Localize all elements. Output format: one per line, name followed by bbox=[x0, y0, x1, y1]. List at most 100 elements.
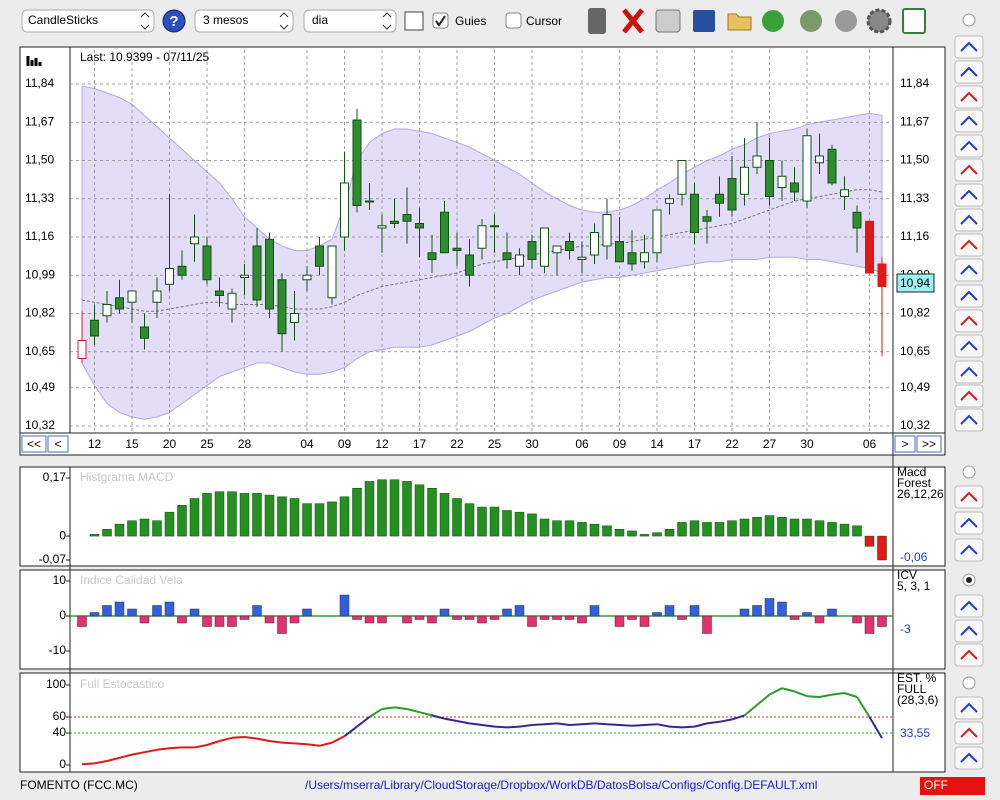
tool-button[interactable] bbox=[954, 538, 984, 562]
euro-icon[interactable] bbox=[835, 10, 857, 32]
macd-bar bbox=[427, 488, 437, 537]
macd-bar bbox=[364, 481, 375, 537]
y-tick-label-right: 11,33 bbox=[900, 191, 929, 205]
macd-bar bbox=[802, 518, 812, 537]
settings-icon[interactable] bbox=[866, 8, 892, 34]
help-button[interactable] bbox=[162, 9, 186, 33]
nav-button[interactable] bbox=[47, 435, 69, 453]
stoch-segment bbox=[231, 736, 245, 739]
save-icon[interactable] bbox=[693, 10, 715, 32]
exchange-icon[interactable] bbox=[800, 10, 822, 32]
stoch-segment bbox=[594, 722, 608, 726]
tool-button[interactable] bbox=[954, 233, 984, 257]
panel-legend: FULL bbox=[897, 682, 927, 696]
macd-bar bbox=[727, 520, 737, 537]
icv-bar bbox=[502, 608, 512, 617]
tool-button[interactable] bbox=[954, 158, 984, 182]
tool-button[interactable] bbox=[954, 643, 984, 667]
guides-checkbox[interactable] bbox=[432, 12, 449, 29]
y-tick-label-right: 10,82 bbox=[900, 306, 930, 320]
tool-button[interactable] bbox=[954, 485, 984, 509]
stoch-segment bbox=[469, 722, 483, 726]
refresh-icon[interactable] bbox=[762, 10, 784, 32]
config-path[interactable]: /Users/mserra/Library/CloudStorage/Dropb… bbox=[305, 778, 817, 792]
icv-bar bbox=[189, 608, 200, 617]
tool-button[interactable] bbox=[954, 208, 984, 232]
open-icon[interactable] bbox=[727, 13, 752, 31]
tool-button[interactable] bbox=[954, 258, 984, 282]
candle-body bbox=[165, 268, 174, 285]
tool-button[interactable] bbox=[954, 309, 984, 333]
status-box[interactable] bbox=[920, 777, 985, 795]
y-tick-label: 11,50 bbox=[25, 153, 54, 167]
y-tick-label: 11,33 bbox=[25, 191, 54, 205]
candle-body bbox=[715, 193, 724, 204]
macd-bar bbox=[327, 501, 337, 537]
tool-button[interactable] bbox=[954, 334, 984, 358]
candle-body bbox=[115, 297, 124, 310]
tool-button[interactable] bbox=[954, 109, 984, 133]
tool-button[interactable] bbox=[954, 35, 984, 59]
stoch-segment bbox=[868, 716, 883, 739]
candle-body bbox=[252, 245, 262, 301]
tool-button[interactable] bbox=[954, 594, 984, 618]
macd-bar bbox=[439, 493, 450, 537]
chart-type-select[interactable] bbox=[21, 9, 155, 33]
stoch-segment bbox=[281, 741, 295, 745]
icv-bar bbox=[664, 605, 675, 617]
cursor-checkbox[interactable] bbox=[505, 12, 522, 29]
stoch-segment bbox=[169, 746, 183, 750]
macd-bar bbox=[339, 496, 350, 537]
tool-button[interactable] bbox=[954, 746, 984, 770]
candle-body bbox=[677, 160, 687, 195]
trash-icon[interactable] bbox=[588, 8, 606, 34]
icv-bar bbox=[227, 615, 237, 627]
calendar-icon[interactable] bbox=[902, 8, 926, 34]
icv-bar bbox=[352, 615, 362, 620]
radio-button[interactable] bbox=[962, 676, 976, 690]
tool-button[interactable] bbox=[954, 619, 984, 643]
tool-button[interactable] bbox=[954, 85, 984, 109]
nav-button[interactable] bbox=[916, 435, 942, 453]
tool-button[interactable] bbox=[954, 384, 984, 408]
nav-button[interactable] bbox=[894, 435, 916, 453]
stoch-segment bbox=[781, 687, 795, 693]
candle-body bbox=[790, 182, 799, 193]
candle-body bbox=[452, 247, 462, 251]
tool-button[interactable] bbox=[954, 360, 984, 384]
current-price: 10,94 bbox=[900, 276, 930, 290]
stoch-segment bbox=[494, 725, 508, 729]
icv-bar bbox=[539, 615, 550, 620]
interval-select[interactable] bbox=[303, 9, 397, 33]
tool-button[interactable] bbox=[954, 721, 984, 745]
stoch-segment bbox=[619, 724, 633, 727]
stoch-segment bbox=[794, 690, 808, 698]
chart-icon[interactable] bbox=[404, 11, 424, 31]
tool-button[interactable] bbox=[954, 183, 984, 207]
tool-button[interactable] bbox=[954, 60, 984, 84]
candle-body bbox=[477, 225, 487, 249]
panel-legend: (28,3,6) bbox=[897, 693, 938, 707]
radio-button[interactable] bbox=[962, 465, 976, 479]
tool-button[interactable] bbox=[954, 134, 984, 158]
date-label: 20 bbox=[163, 437, 177, 451]
macd-bar bbox=[589, 523, 600, 537]
radio-button[interactable] bbox=[962, 13, 976, 27]
tool-button[interactable] bbox=[954, 696, 984, 720]
candle-body bbox=[840, 189, 849, 197]
tool-button[interactable] bbox=[954, 408, 984, 432]
print-icon[interactable] bbox=[655, 9, 681, 33]
icv-bar bbox=[277, 615, 287, 634]
tool-button[interactable] bbox=[954, 284, 984, 308]
icv-bar bbox=[414, 615, 425, 620]
macd-bar bbox=[214, 491, 225, 537]
delete-icon[interactable] bbox=[622, 8, 644, 34]
nav-button[interactable] bbox=[21, 435, 47, 453]
candle-body bbox=[465, 254, 474, 276]
date-label: 30 bbox=[525, 437, 539, 451]
tool-button[interactable] bbox=[954, 511, 984, 535]
tool-glyph bbox=[960, 544, 978, 555]
period-select[interactable] bbox=[194, 9, 294, 33]
icv-bar bbox=[339, 594, 350, 617]
macd-bar bbox=[627, 530, 637, 537]
